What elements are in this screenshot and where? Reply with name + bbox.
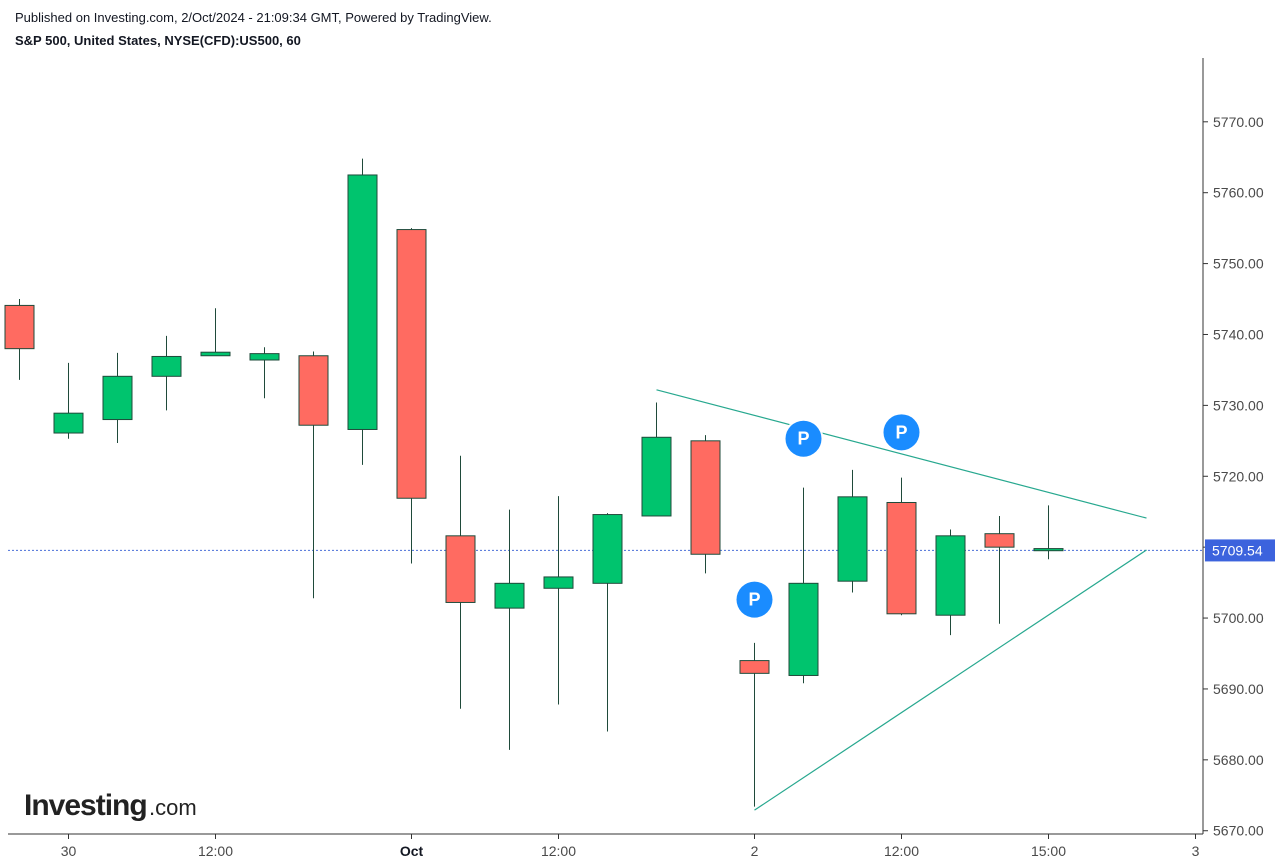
pivot-markers[interactable]: P P P bbox=[734, 412, 922, 620]
trendlines[interactable] bbox=[656, 389, 1147, 811]
candle bbox=[641, 402, 672, 517]
candle bbox=[543, 496, 574, 705]
price-tick-label: 5680.00 bbox=[1213, 752, 1264, 768]
candle bbox=[445, 455, 476, 709]
candle bbox=[886, 477, 917, 616]
investing-logo: Investing .com bbox=[24, 789, 197, 822]
logo-main-text: Investing bbox=[24, 789, 147, 822]
candle-body bbox=[445, 535, 476, 603]
candle-body bbox=[984, 533, 1015, 548]
published-info: Published on Investing.com, 2/Oct/2024 -… bbox=[15, 10, 492, 25]
candle bbox=[347, 158, 378, 465]
time-tick-label: 12:00 bbox=[198, 843, 233, 859]
candle bbox=[984, 515, 1015, 624]
price-tick-label: 5670.00 bbox=[1213, 823, 1264, 839]
candle bbox=[739, 642, 770, 807]
candle-body bbox=[53, 412, 84, 434]
candle bbox=[249, 347, 280, 399]
symbol-title: S&P 500, United States, NYSE(CFD):US500,… bbox=[15, 33, 301, 48]
last-price-tag-bg bbox=[1205, 539, 1275, 562]
logo-suffix-text: .com bbox=[149, 795, 197, 820]
price-axis: 5770.00 5760.00 5750.00 5740.00 5730.00 5720.… bbox=[1202, 58, 1264, 839]
pivot-marker-label: P bbox=[748, 590, 760, 610]
time-tick-label: 3 bbox=[1192, 843, 1200, 859]
trendline-lower bbox=[754, 549, 1147, 811]
candle-body bbox=[690, 440, 721, 555]
time-tick-label: 12:00 bbox=[541, 843, 576, 859]
candle-body bbox=[543, 576, 574, 589]
time-tick-label: 2 bbox=[751, 843, 759, 859]
price-tick-label: 5700.00 bbox=[1213, 610, 1264, 626]
candle bbox=[396, 228, 427, 564]
candle-body bbox=[298, 355, 329, 426]
candle bbox=[200, 308, 231, 357]
price-tick-label: 5750.00 bbox=[1213, 256, 1264, 272]
candle-body bbox=[102, 375, 133, 421]
candle-body bbox=[788, 582, 819, 676]
candle bbox=[298, 351, 329, 599]
pivot-marker bbox=[736, 581, 773, 618]
candle-body bbox=[4, 304, 35, 350]
price-tick-label: 5760.00 bbox=[1213, 185, 1264, 201]
price-tick-label: 5740.00 bbox=[1213, 326, 1264, 342]
pivot-marker bbox=[785, 420, 822, 457]
pivot-marker bbox=[883, 414, 920, 451]
candle-body bbox=[1033, 548, 1064, 552]
candle-body bbox=[151, 355, 182, 377]
trendline-upper bbox=[656, 389, 1147, 519]
last-price-tag-label: 5709.54 bbox=[1212, 542, 1263, 558]
time-tick-label: 15:00 bbox=[1031, 843, 1066, 859]
candle-body bbox=[837, 496, 868, 582]
candle bbox=[151, 335, 182, 411]
time-tick-label: 12:00 bbox=[884, 843, 919, 859]
candle-body bbox=[935, 535, 966, 616]
last-price-tag: 5709.54 bbox=[1205, 539, 1275, 562]
candle bbox=[592, 513, 623, 732]
candle-body bbox=[249, 353, 280, 361]
price-tick-label: 5770.00 bbox=[1213, 114, 1264, 130]
candle-body bbox=[592, 514, 623, 584]
candles bbox=[4, 158, 1064, 807]
time-tick-label: 30 bbox=[61, 843, 77, 859]
candle bbox=[690, 435, 721, 574]
candle-body bbox=[396, 229, 427, 499]
time-axis: 30 12:00 Oct 12:00 2 12:00 15:00 3 bbox=[8, 833, 1203, 859]
candle-body bbox=[886, 501, 917, 615]
time-tick-label: Oct bbox=[400, 843, 424, 859]
pivot-marker-label: P bbox=[895, 422, 907, 442]
candle bbox=[53, 362, 84, 439]
candle bbox=[837, 469, 868, 593]
candle bbox=[788, 487, 819, 684]
candle-body bbox=[739, 660, 770, 674]
price-tick-label: 5730.00 bbox=[1213, 397, 1264, 413]
candle bbox=[1033, 505, 1064, 560]
candle-body bbox=[347, 174, 378, 430]
candle bbox=[102, 352, 133, 443]
candle bbox=[935, 529, 966, 636]
candle-body bbox=[200, 351, 231, 357]
candle-body bbox=[641, 436, 672, 517]
candle-body bbox=[494, 582, 525, 609]
price-tick-label: 5690.00 bbox=[1213, 681, 1264, 697]
candle bbox=[494, 509, 525, 750]
candle bbox=[4, 299, 35, 380]
pivot-marker-label: P bbox=[797, 429, 809, 449]
price-tick-label: 5720.00 bbox=[1213, 468, 1264, 484]
